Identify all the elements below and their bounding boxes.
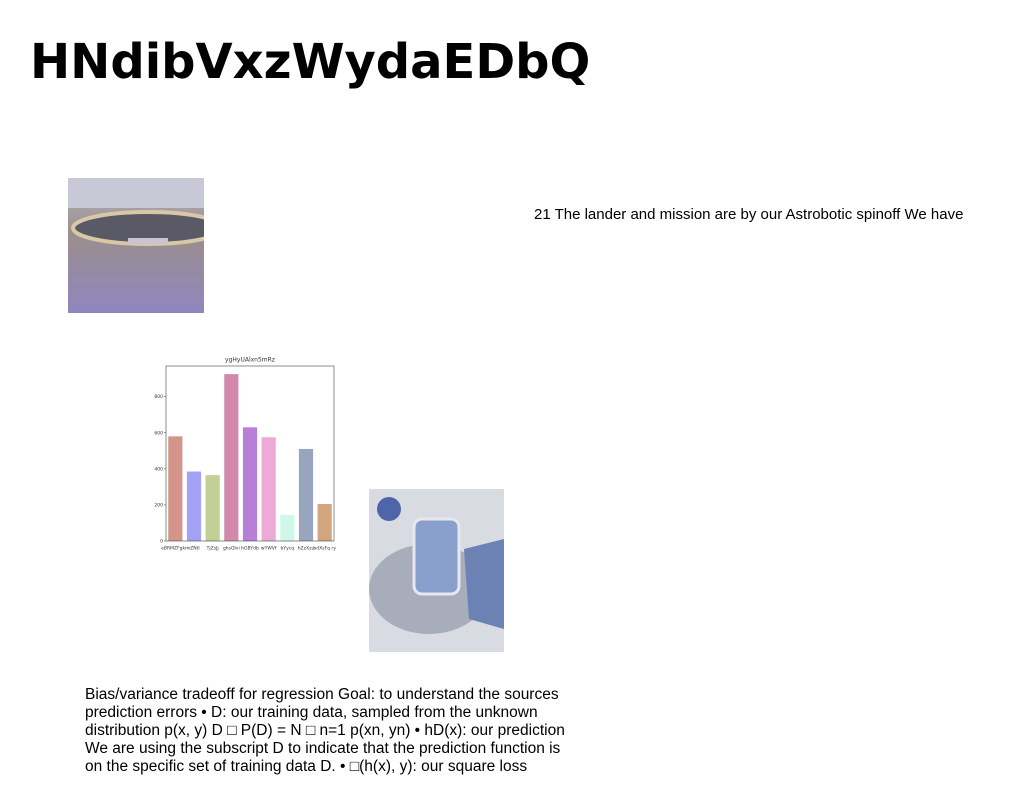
- bar: [242, 427, 258, 541]
- text-line: prediction errors • D: our training data…: [85, 704, 538, 721]
- bar: [280, 514, 295, 541]
- bar: [298, 448, 314, 541]
- y-tick-label: 600: [154, 430, 163, 436]
- text-line: We are using the subscript D to indicate…: [85, 740, 561, 757]
- body-text: Bias/variance tradeoff for regression Go…: [85, 686, 565, 776]
- x-tick-label: hGBYdb: [241, 546, 259, 552]
- x-tick-label: TjZsJj: [206, 546, 219, 552]
- photo: [68, 178, 204, 313]
- bar: [261, 437, 276, 541]
- bar: [317, 504, 332, 541]
- bar: [224, 374, 239, 541]
- y-tick-label: 200: [154, 502, 163, 508]
- x-tick-label: ghsQlvi: [223, 546, 240, 552]
- x-tick-label: bdXsFq ry: [313, 546, 336, 552]
- chart: ygHyUAlxn5mRz 0 200 400 600 800 eBRMZFgkmrZNtl…: [154, 357, 336, 552]
- bar: [168, 436, 183, 541]
- caption: 21 The lander and mission are by our Ast…: [534, 206, 964, 223]
- x-tick-label: wYWVf: [261, 546, 277, 552]
- x-tick-label: hZzXzu: [298, 546, 315, 552]
- y-tick-label: 800: [154, 394, 163, 400]
- chart-title: ygHyUAlxn5mRz: [225, 357, 275, 364]
- slide-title: HNdibVxzWydaEDbQ: [30, 34, 591, 90]
- plot-frame: [165, 365, 335, 542]
- photo: [369, 489, 504, 652]
- text-line: on the specific set of training data D. …: [85, 758, 528, 775]
- y-tick-label: 400: [154, 466, 163, 472]
- text-line: Bias/variance tradeoff for regression Go…: [85, 686, 559, 703]
- y-tick-label: 0: [160, 539, 163, 545]
- x-tick-label: eBRMZFgkm: [161, 546, 189, 552]
- x-tick-label: rZNtl: [188, 546, 199, 552]
- bar: [186, 471, 202, 541]
- text-line: distribution p(x, y) D □ P(D) = N □ n=1 …: [85, 722, 565, 739]
- x-tick-label: bYycq: [281, 546, 295, 552]
- bar: [205, 475, 220, 541]
